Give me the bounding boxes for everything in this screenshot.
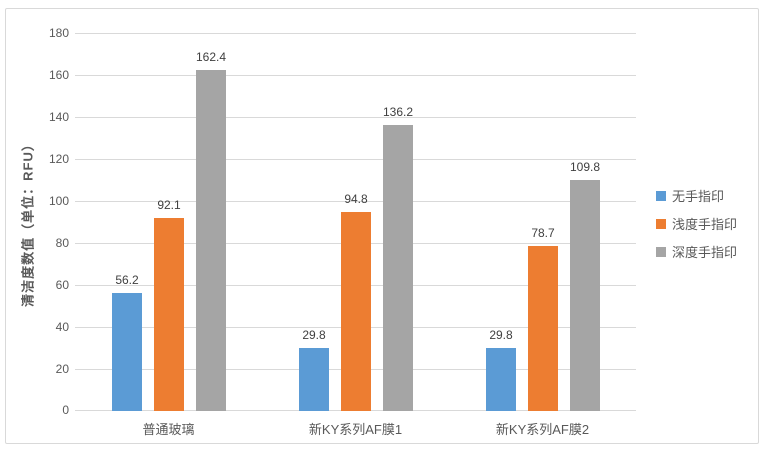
legend-label: 深度手指印 [672, 245, 738, 260]
bar-data-label: 78.7 [531, 226, 555, 240]
bar-series3-cat1[interactable] [196, 70, 226, 411]
y-axis-tick-label: 180 [48, 26, 69, 40]
x-axis-category-label: 新KY系列AF膜1 [308, 422, 403, 437]
bar-series2-cat3[interactable] [528, 246, 558, 411]
legend-item-series3[interactable]: 深度手指印 [656, 242, 737, 261]
y-axis-tick-label: 140 [48, 110, 69, 124]
bar-series1-cat2[interactable] [299, 348, 329, 411]
bar-data-label: 29.8 [489, 328, 513, 342]
y-axis-tick-label: 0 [62, 403, 69, 417]
plot-area: 0 20 40 60 80 100 120 140 160 180 56.2 92.1 162.4 普通玻… [49, 26, 636, 437]
y-axis-tick-label: 80 [55, 236, 69, 250]
bar-data-label: 109.8 [569, 160, 601, 174]
x-axis-category-label: 新KY系列AF膜2 [495, 422, 590, 437]
y-axis-tick-label: 60 [55, 278, 69, 292]
x-axis-category-label: 普通玻璃 [142, 422, 195, 437]
bar-series1-cat1[interactable] [112, 293, 142, 411]
gridline [75, 159, 636, 160]
gridline [75, 201, 636, 202]
y-axis-tick-label: 160 [48, 68, 69, 82]
bar-series3-cat3[interactable] [570, 180, 600, 411]
gridline [75, 75, 636, 76]
y-axis-tick-label: 100 [48, 194, 69, 208]
legend-item-series1[interactable]: 无手指印 [656, 186, 737, 205]
legend-item-series2[interactable]: 浅度手指印 [656, 214, 737, 233]
bar-series2-cat1[interactable] [154, 218, 184, 411]
legend-label: 无手指印 [672, 189, 725, 204]
bar-data-label: 29.8 [302, 328, 326, 342]
gridline [75, 117, 636, 118]
y-axis-tick-label: 40 [55, 320, 69, 334]
bar-series2-cat2[interactable] [341, 212, 371, 411]
bar-series1-cat3[interactable] [486, 348, 516, 411]
bar-data-label: 92.1 [157, 198, 181, 212]
bar-data-label: 136.2 [382, 105, 414, 119]
legend-label: 浅度手指印 [672, 217, 738, 232]
bar-series3-cat2[interactable] [383, 125, 413, 411]
legend: 无手指印浅度手指印深度手指印 [656, 186, 737, 270]
bar-data-label: 94.8 [344, 192, 368, 206]
gridline [75, 33, 636, 34]
legend-swatch-icon [656, 190, 666, 201]
legend-swatch-icon [656, 246, 666, 257]
y-axis-tick-label: 20 [55, 362, 69, 376]
bar-data-label: 162.4 [195, 50, 227, 64]
y-axis-tick-label: 120 [48, 152, 69, 166]
bar-data-label: 56.2 [115, 273, 139, 287]
legend-swatch-icon [656, 218, 666, 229]
